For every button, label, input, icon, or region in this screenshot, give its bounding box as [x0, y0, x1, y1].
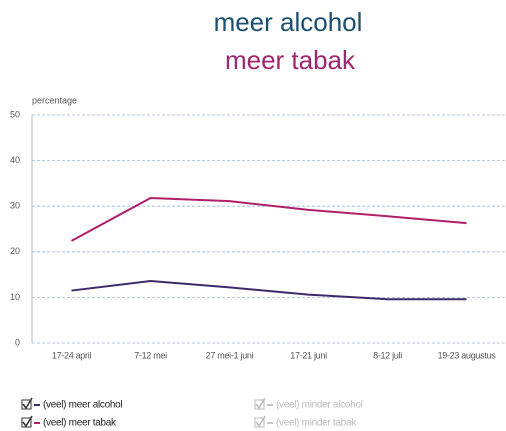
legend-label: (veel) minder alcohol [276, 400, 363, 411]
legend-label: (veel) minder tabak [276, 418, 357, 429]
y-tick-label: 0 [15, 337, 20, 347]
x-tick-label: 19-23 augustus [438, 350, 497, 360]
y-tick-label: 20 [10, 246, 20, 256]
legend-checkbox [21, 417, 32, 428]
legend-check [255, 415, 266, 428]
legend-checkbox [254, 417, 265, 428]
y-tick-label: 50 [10, 109, 20, 119]
x-tick-label: 17-24 april [52, 350, 92, 360]
y-tick-label: 40 [10, 155, 20, 165]
x-tick-label: 17-21 juni [290, 350, 327, 360]
x-tick-label: 8-12 juli [373, 350, 402, 360]
legend-checkbox [21, 399, 32, 410]
legend-check [22, 415, 33, 428]
chart-title: meer alcohol [214, 7, 363, 37]
line [71, 279, 467, 301]
legend-label: (veel) meer tabak [43, 418, 117, 429]
legend-check [22, 397, 33, 410]
y-tick-label: 30 [10, 201, 20, 211]
legend-label: (veel) meer alcohol [43, 400, 122, 411]
x-tick-label: 27 mei-1 juni [206, 350, 254, 360]
y-tick-label: 10 [10, 292, 20, 302]
line [71, 196, 467, 242]
chart-subtitle: meer tabak [225, 45, 356, 75]
legend-checkbox [254, 399, 265, 410]
x-tick-label: 7-12 mei [134, 350, 167, 360]
legend-check [255, 397, 266, 410]
y-axis-label: percentage [32, 95, 77, 105]
